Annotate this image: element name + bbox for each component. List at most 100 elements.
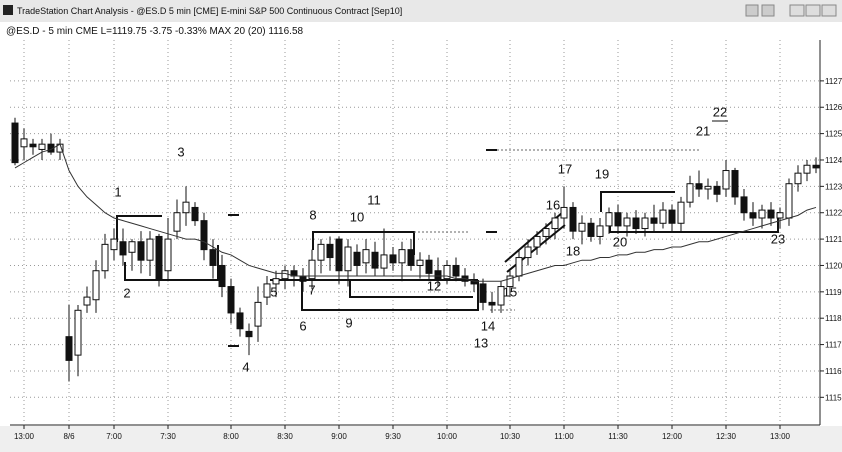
candle-body (29, 143, 37, 148)
annotation: 20 (613, 234, 627, 249)
candle-body (173, 212, 181, 232)
annotation: 13 (474, 335, 488, 350)
candle-body (515, 257, 523, 277)
box (312, 231, 415, 255)
x-tick-label: 12:00 (662, 432, 683, 441)
candle-body (578, 222, 586, 232)
window-title: TradeStation Chart Analysis - @ES.D 5 mi… (17, 6, 402, 16)
candle-body (497, 286, 505, 306)
x-tick-label: 10:30 (500, 432, 521, 441)
annotation: 1 (114, 184, 121, 199)
y-tick-label: 1126 (825, 103, 842, 112)
annotation: 17 (558, 161, 572, 176)
bracket (600, 191, 675, 212)
candle-body (668, 209, 676, 224)
close-button[interactable] (821, 4, 837, 17)
tool-button[interactable] (745, 4, 759, 17)
bracket (124, 245, 219, 281)
annotation: 14 (481, 318, 495, 333)
candle-body (38, 143, 46, 150)
candle-body (803, 164, 811, 174)
candle-body (686, 183, 694, 203)
candle-body (407, 249, 415, 266)
candle-body (191, 206, 199, 222)
candle-body (326, 243, 334, 259)
candle-body (371, 251, 379, 269)
candle-body (137, 241, 145, 261)
y-tick-label: 1122 (825, 209, 842, 218)
candle-body (110, 238, 118, 251)
annotation: 11 (367, 192, 381, 207)
annotation: 19 (595, 166, 609, 181)
bracket (349, 280, 473, 298)
x-tick-label: 13:00 (14, 432, 35, 441)
moving-average (14, 143, 817, 282)
candle-body (740, 196, 748, 214)
candle-body (605, 212, 613, 227)
candle-body (452, 264, 460, 277)
annotation: 3 (177, 144, 184, 159)
x-tick-label: 11:30 (608, 432, 628, 441)
candle-body (155, 235, 163, 280)
time-axis-bar (0, 426, 842, 452)
x-tick-label: 8/6 (63, 432, 75, 441)
candle-body (200, 220, 208, 251)
y-tick-label: 1127 (825, 77, 842, 86)
candle-body (596, 225, 604, 237)
candle-body (704, 185, 712, 190)
candle-body (101, 243, 109, 272)
candle-body (146, 238, 154, 261)
annotation: 21 (696, 123, 710, 138)
candle-body (479, 283, 487, 303)
candle-body (164, 238, 172, 272)
maximize-button[interactable] (805, 4, 821, 17)
candle-body (335, 238, 343, 272)
x-tick-label: 12:30 (716, 432, 737, 441)
candle-body (74, 309, 82, 356)
annotation: 7 (308, 282, 315, 297)
annotation: 23 (771, 231, 785, 246)
candle-body (218, 264, 226, 288)
bracket (116, 215, 162, 242)
candle-body (416, 259, 424, 266)
candle-body (92, 270, 100, 301)
candle-body (245, 330, 253, 338)
app-icon (3, 5, 13, 15)
candle-body (695, 183, 703, 190)
annotation: 8 (309, 207, 316, 222)
candle-body (506, 275, 514, 288)
candle-body (344, 246, 352, 272)
candle-body (641, 217, 649, 230)
y-tick-label: 1123 (825, 182, 842, 191)
tool-button[interactable] (761, 4, 775, 17)
annotation: 22 (713, 104, 727, 119)
annotation: 6 (299, 318, 306, 333)
candle-body (11, 122, 19, 164)
candle-body (362, 249, 370, 264)
candle-body (65, 336, 73, 361)
annotation: 18 (566, 243, 580, 258)
annotation: 15 (503, 284, 517, 299)
candle-body (812, 164, 820, 169)
candle-body (614, 212, 622, 227)
candle-body (767, 209, 775, 219)
box (301, 279, 479, 311)
candle-body (587, 222, 595, 237)
annotation: 9 (345, 315, 352, 330)
candle-body (317, 243, 325, 261)
candle-body (299, 275, 307, 282)
x-tick-label: 7:00 (106, 432, 122, 441)
candle-body (254, 301, 262, 327)
y-tick-label: 1120 (825, 261, 842, 270)
y-tick-label: 1116 (825, 367, 842, 376)
x-tick-label: 13:00 (770, 432, 791, 441)
candle-body (794, 172, 802, 185)
y-tick-label: 1118 (825, 314, 842, 323)
candle-body (533, 235, 541, 248)
candle-body (560, 206, 568, 219)
minimize-button[interactable] (789, 4, 805, 17)
candle-body (713, 185, 721, 195)
x-tick-label: 8:30 (277, 432, 293, 441)
